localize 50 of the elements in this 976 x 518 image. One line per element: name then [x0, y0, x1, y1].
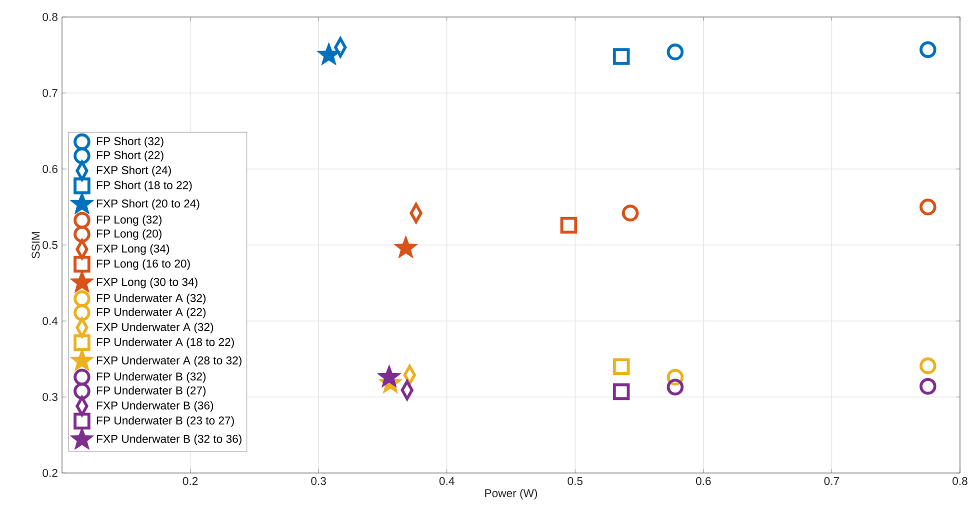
point: [622, 204, 639, 222]
point: [612, 358, 630, 375]
y-tick-label: 0.5: [42, 240, 58, 249]
legend-label: FP Underwater A (32): [96, 294, 206, 304]
point: [560, 216, 578, 234]
y-tick-label: 0.2: [42, 468, 58, 477]
y-tick-label: 0.7: [42, 88, 58, 98]
x-tick-label: 0.2: [182, 477, 198, 486]
point: [666, 378, 684, 396]
x-tick-label: 0.7: [824, 477, 840, 486]
point: [920, 357, 936, 374]
point: [377, 364, 401, 388]
point: [317, 42, 341, 66]
legend-label: FP Long (16 to 20): [96, 259, 190, 270]
legend-label: FP Underwater A (22): [96, 308, 206, 318]
x-tick-label: 0.4: [439, 477, 454, 486]
legend-label: FXP Underwater B (32 to 36): [96, 434, 242, 446]
y-tick-label: 0.3: [42, 392, 58, 401]
legend-label: FP Long (20): [96, 229, 162, 240]
y-tick-label: 0.4: [42, 316, 58, 325]
legend-label: FXP Long (34): [96, 244, 170, 255]
legend-label: FP Long (32): [96, 215, 162, 226]
point: [666, 44, 684, 60]
point: [920, 41, 936, 58]
legend-label: FP Underwater B (23 to 27): [96, 416, 234, 427]
legend-label: FXP Short (24): [96, 166, 171, 176]
point: [920, 198, 936, 216]
legend-label: FP Short (32): [96, 136, 164, 148]
legend-label: FP Underwater B (27): [96, 386, 206, 397]
legend-label: FP Short (22): [96, 150, 164, 162]
point: [394, 236, 418, 258]
point: [612, 383, 630, 400]
legend-label: FP Underwater A (18 to 22): [96, 338, 234, 348]
legend-label: FP Short (18 to 22): [96, 180, 192, 192]
point: [920, 378, 936, 395]
x-tick-label: 0.6: [696, 477, 711, 486]
legend-label: FXP Underwater B (36): [96, 401, 214, 412]
x-tick-label: 0.3: [311, 477, 326, 486]
y-axis-title: SSIM: [32, 232, 40, 258]
x-tick-label: 0.5: [568, 477, 583, 486]
y-tick-label: 0.8: [42, 12, 58, 22]
x-tick-label: 0.8: [952, 477, 968, 486]
legend-label: FP Underwater B (32): [96, 372, 206, 383]
x-axis-title: Power (W): [485, 488, 538, 500]
y-tick-label: 0.6: [42, 164, 58, 173]
point: [612, 48, 630, 65]
legend-label: FXP Long (30 to 34): [96, 278, 198, 288]
legend-label: FXP Underwater A (28 to 32): [96, 356, 242, 367]
legend-label: FXP Short (20 to 24): [96, 199, 200, 210]
legend-label: FXP Underwater A (32): [96, 322, 214, 334]
